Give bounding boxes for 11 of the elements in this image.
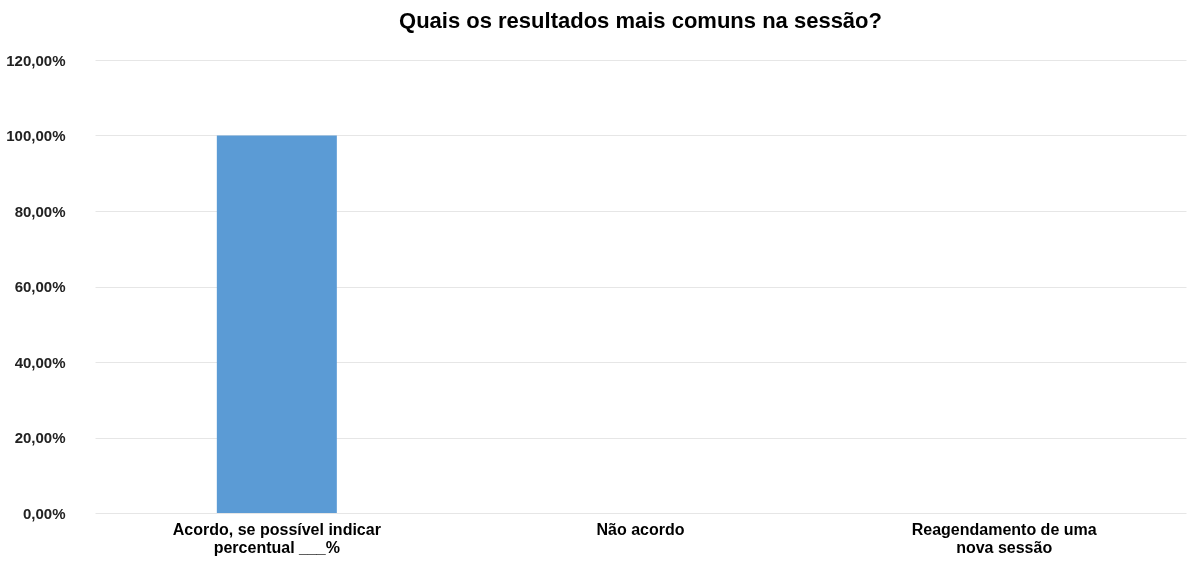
y-tick-label: 60,00% bbox=[14, 278, 66, 295]
chart-title: Quais os resultados mais comuns na sessão? bbox=[399, 8, 882, 33]
y-tick-label: 20,00% bbox=[14, 429, 66, 446]
y-tick-label: 40,00% bbox=[14, 353, 66, 371]
y-tick-label: 0,00% bbox=[22, 504, 66, 522]
x-tick-label: Acordo, se possível indicar percentual ___% bbox=[172, 520, 381, 556]
x-tick-label: Não acordo bbox=[596, 520, 685, 538]
y-tick-label: 80,00% bbox=[14, 202, 66, 220]
y-tick-label: 100,00% bbox=[6, 127, 66, 144]
x-tick-label: Reagendamento de uma nova sessão bbox=[911, 520, 1097, 556]
y-tick-label: 120,00% bbox=[6, 51, 66, 69]
